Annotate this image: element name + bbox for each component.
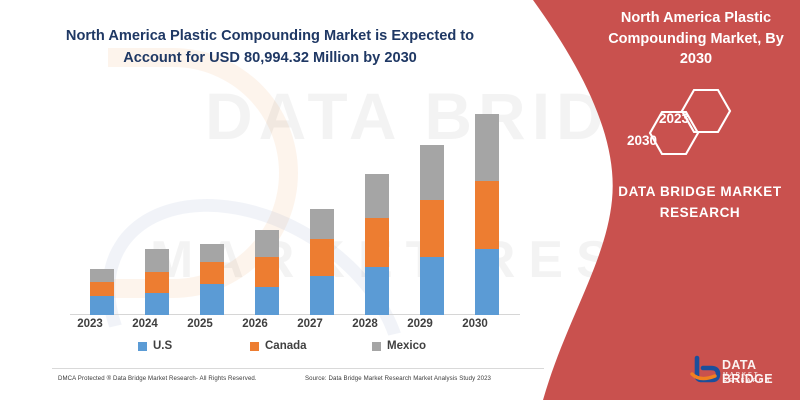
legend-label-mexico: Mexico <box>387 340 426 352</box>
legend-item-mexico[interactable]: Mexico <box>372 340 426 352</box>
bar-segment-us <box>420 257 444 315</box>
bar-segment-us <box>145 293 169 315</box>
bar-segment-us <box>365 267 389 315</box>
bar-2029 <box>420 145 444 315</box>
chart-legend: U.S Canada Mexico <box>60 340 480 358</box>
bar-2028 <box>365 174 389 315</box>
bar-segment-canada <box>90 282 114 296</box>
bar-segment-mexico <box>475 114 499 181</box>
chart-plot-area <box>60 95 530 315</box>
hexagon-label-2023: 2023 <box>658 111 690 126</box>
legend-label-canada: Canada <box>265 340 307 352</box>
bar-segment-canada <box>420 200 444 257</box>
bar-segment-mexico <box>310 209 334 239</box>
bar-segment-mexico <box>420 145 444 200</box>
bar-segment-mexico <box>200 244 224 262</box>
bar-segment-mexico <box>255 230 279 257</box>
x-axis-label-2029: 2029 <box>407 318 433 330</box>
hexagon-2030-shape <box>648 110 700 156</box>
legend-item-us[interactable]: U.S <box>138 340 172 352</box>
x-axis-label-2026: 2026 <box>242 318 268 330</box>
legend-swatch-us-icon <box>138 341 147 351</box>
bar-segment-canada <box>200 262 224 284</box>
bar-2025 <box>200 244 224 315</box>
legend-swatch-mexico-icon <box>372 341 381 351</box>
x-axis-label-2024: 2024 <box>132 318 158 330</box>
panel-title: North America Plastic Compounding Market… <box>608 10 784 68</box>
bar-segment-mexico <box>145 249 169 272</box>
bar-2023 <box>90 269 114 315</box>
x-axis-line <box>70 314 520 315</box>
brand-name: DATA BRIDGE MARKET RESEARCH <box>618 184 782 220</box>
bar-2030 <box>475 114 499 315</box>
bar-2027 <box>310 209 334 315</box>
page-title: North America Plastic Compounding Market… <box>65 28 475 66</box>
x-axis-label-2025: 2025 <box>187 318 213 330</box>
bar-segment-canada <box>475 181 499 249</box>
x-axis-label-2030: 2030 <box>462 318 488 330</box>
hexagon-group: 2023 2030 <box>590 80 790 170</box>
bar-segment-canada <box>310 239 334 276</box>
bar-segment-us <box>255 287 279 315</box>
bar-segment-us <box>90 296 114 315</box>
legend-item-canada[interactable]: Canada <box>250 340 307 352</box>
legend-label-us: U.S <box>153 340 173 352</box>
footer-divider <box>52 368 544 369</box>
bar-segment-us <box>475 249 499 315</box>
bar-segment-canada <box>255 257 279 287</box>
hexagon-svg <box>648 88 732 156</box>
logo-tagline: MARKET RESEARCH <box>723 372 772 384</box>
logo-mark-icon <box>690 355 721 383</box>
bar-segment-mexico <box>90 269 114 282</box>
legend-swatch-canada-icon <box>250 341 259 351</box>
hexagon-label-2030: 2030 <box>626 133 658 148</box>
bar-segment-us <box>200 284 224 315</box>
bar-segment-mexico <box>365 174 389 218</box>
footer-copyright: DMCA Protected ® Data Bridge Market Rese… <box>58 375 257 382</box>
footer-source: Source: Data Bridge Market Research Mark… <box>305 375 492 382</box>
x-axis-label-2027: 2027 <box>297 318 323 330</box>
data-bridge-logo: DATA BRIDGE MARKET RESEARCH <box>688 355 788 389</box>
bar-2026 <box>255 230 279 315</box>
bar-segment-canada <box>145 272 169 293</box>
bar-2024 <box>145 249 169 315</box>
logo-name: DATA BRIDGE <box>722 358 774 386</box>
x-axis-label-2028: 2028 <box>352 318 378 330</box>
bar-segment-canada <box>365 218 389 267</box>
bar-segment-us <box>310 276 334 315</box>
x-axis-label-2023: 2023 <box>77 318 103 330</box>
